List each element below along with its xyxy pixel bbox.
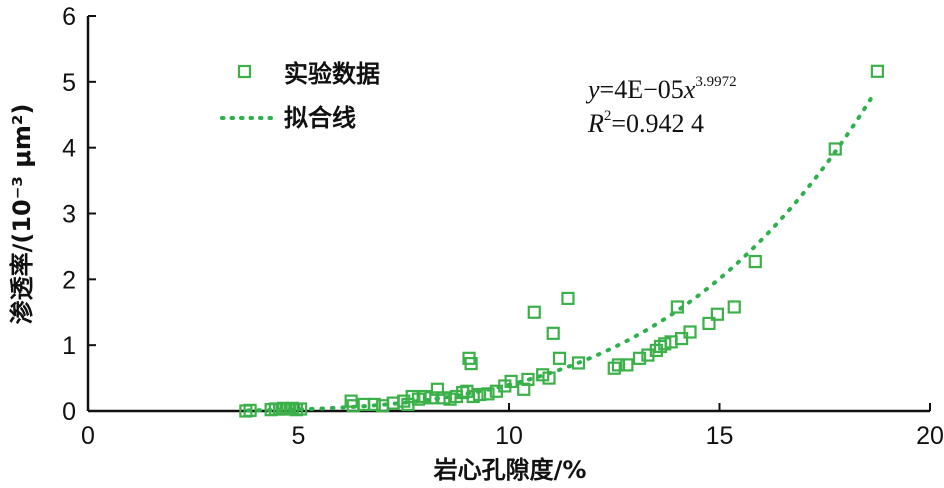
x-tick-label-0: 0	[81, 422, 95, 450]
data-point-31	[472, 387, 487, 402]
y-tick-label-3: 3	[62, 201, 76, 229]
x-tick-labels: 0 5 10 15 20	[81, 422, 944, 450]
y-tick-label-1: 1	[62, 332, 76, 360]
data-point-45	[607, 361, 621, 375]
data-point-32	[481, 387, 495, 401]
data-point-54	[670, 300, 685, 314]
data-point-36	[517, 382, 531, 396]
data-point-9	[294, 402, 308, 416]
data-point-37	[521, 372, 535, 386]
legend-marker-experimental	[237, 64, 252, 79]
x-tick-label-4: 20	[916, 422, 944, 450]
data-point-44	[571, 356, 586, 370]
legend: 实验数据 拟合线	[220, 60, 380, 132]
y-tick-label-2: 2	[62, 266, 76, 294]
data-point-38	[527, 305, 541, 319]
data-point-29	[464, 357, 478, 371]
y-tick-label-0: 0	[62, 398, 76, 426]
data-point-56	[683, 325, 697, 339]
data-point-62	[870, 64, 884, 78]
fit-line	[245, 89, 878, 413]
legend-label-fit: 拟合线	[284, 104, 356, 132]
data-point-48	[632, 351, 647, 365]
data-point-60	[748, 254, 762, 269]
r-squared-text: R2=0.942 4	[587, 108, 704, 138]
data-point-47	[620, 358, 634, 372]
x-tick-label-1: 5	[292, 422, 306, 450]
data-point-1	[243, 403, 257, 417]
data-point-61	[828, 142, 842, 156]
data-point-41	[546, 326, 560, 340]
data-point-43	[561, 291, 575, 306]
data-point-46	[611, 358, 626, 372]
data-point-57	[702, 316, 716, 331]
data-point-7	[285, 401, 299, 415]
data-point-40	[542, 371, 556, 385]
x-tick-label-3: 15	[706, 422, 734, 450]
x-tick-label-2: 10	[495, 422, 523, 450]
data-point-35	[504, 374, 518, 388]
fit-line-group	[245, 89, 878, 413]
data-point-13	[367, 397, 381, 412]
y-tick-label-6: 6	[62, 3, 76, 31]
equation-text: y=4E−05x3.9972	[585, 74, 737, 104]
axis-ticks	[87, 15, 931, 412]
data-point-17	[401, 397, 415, 412]
data-point-42	[552, 351, 567, 365]
y-tick-labels: 0 1 2 3 4 5 6	[62, 3, 76, 426]
y-axis-title: 渗透率/(10⁻³ μm²)	[8, 104, 36, 325]
data-point-58	[710, 307, 724, 321]
data-points	[239, 64, 884, 418]
y-tick-label-4: 4	[62, 135, 76, 163]
y-tick-label-5: 5	[62, 69, 76, 97]
x-axis-title: 岩心孔隙度/%	[433, 456, 587, 484]
legend-label-experimental: 实验数据	[284, 60, 380, 88]
data-point-59	[727, 300, 741, 314]
equation-annotation: y=4E−05x3.9972 R2=0.942 4	[585, 74, 737, 138]
